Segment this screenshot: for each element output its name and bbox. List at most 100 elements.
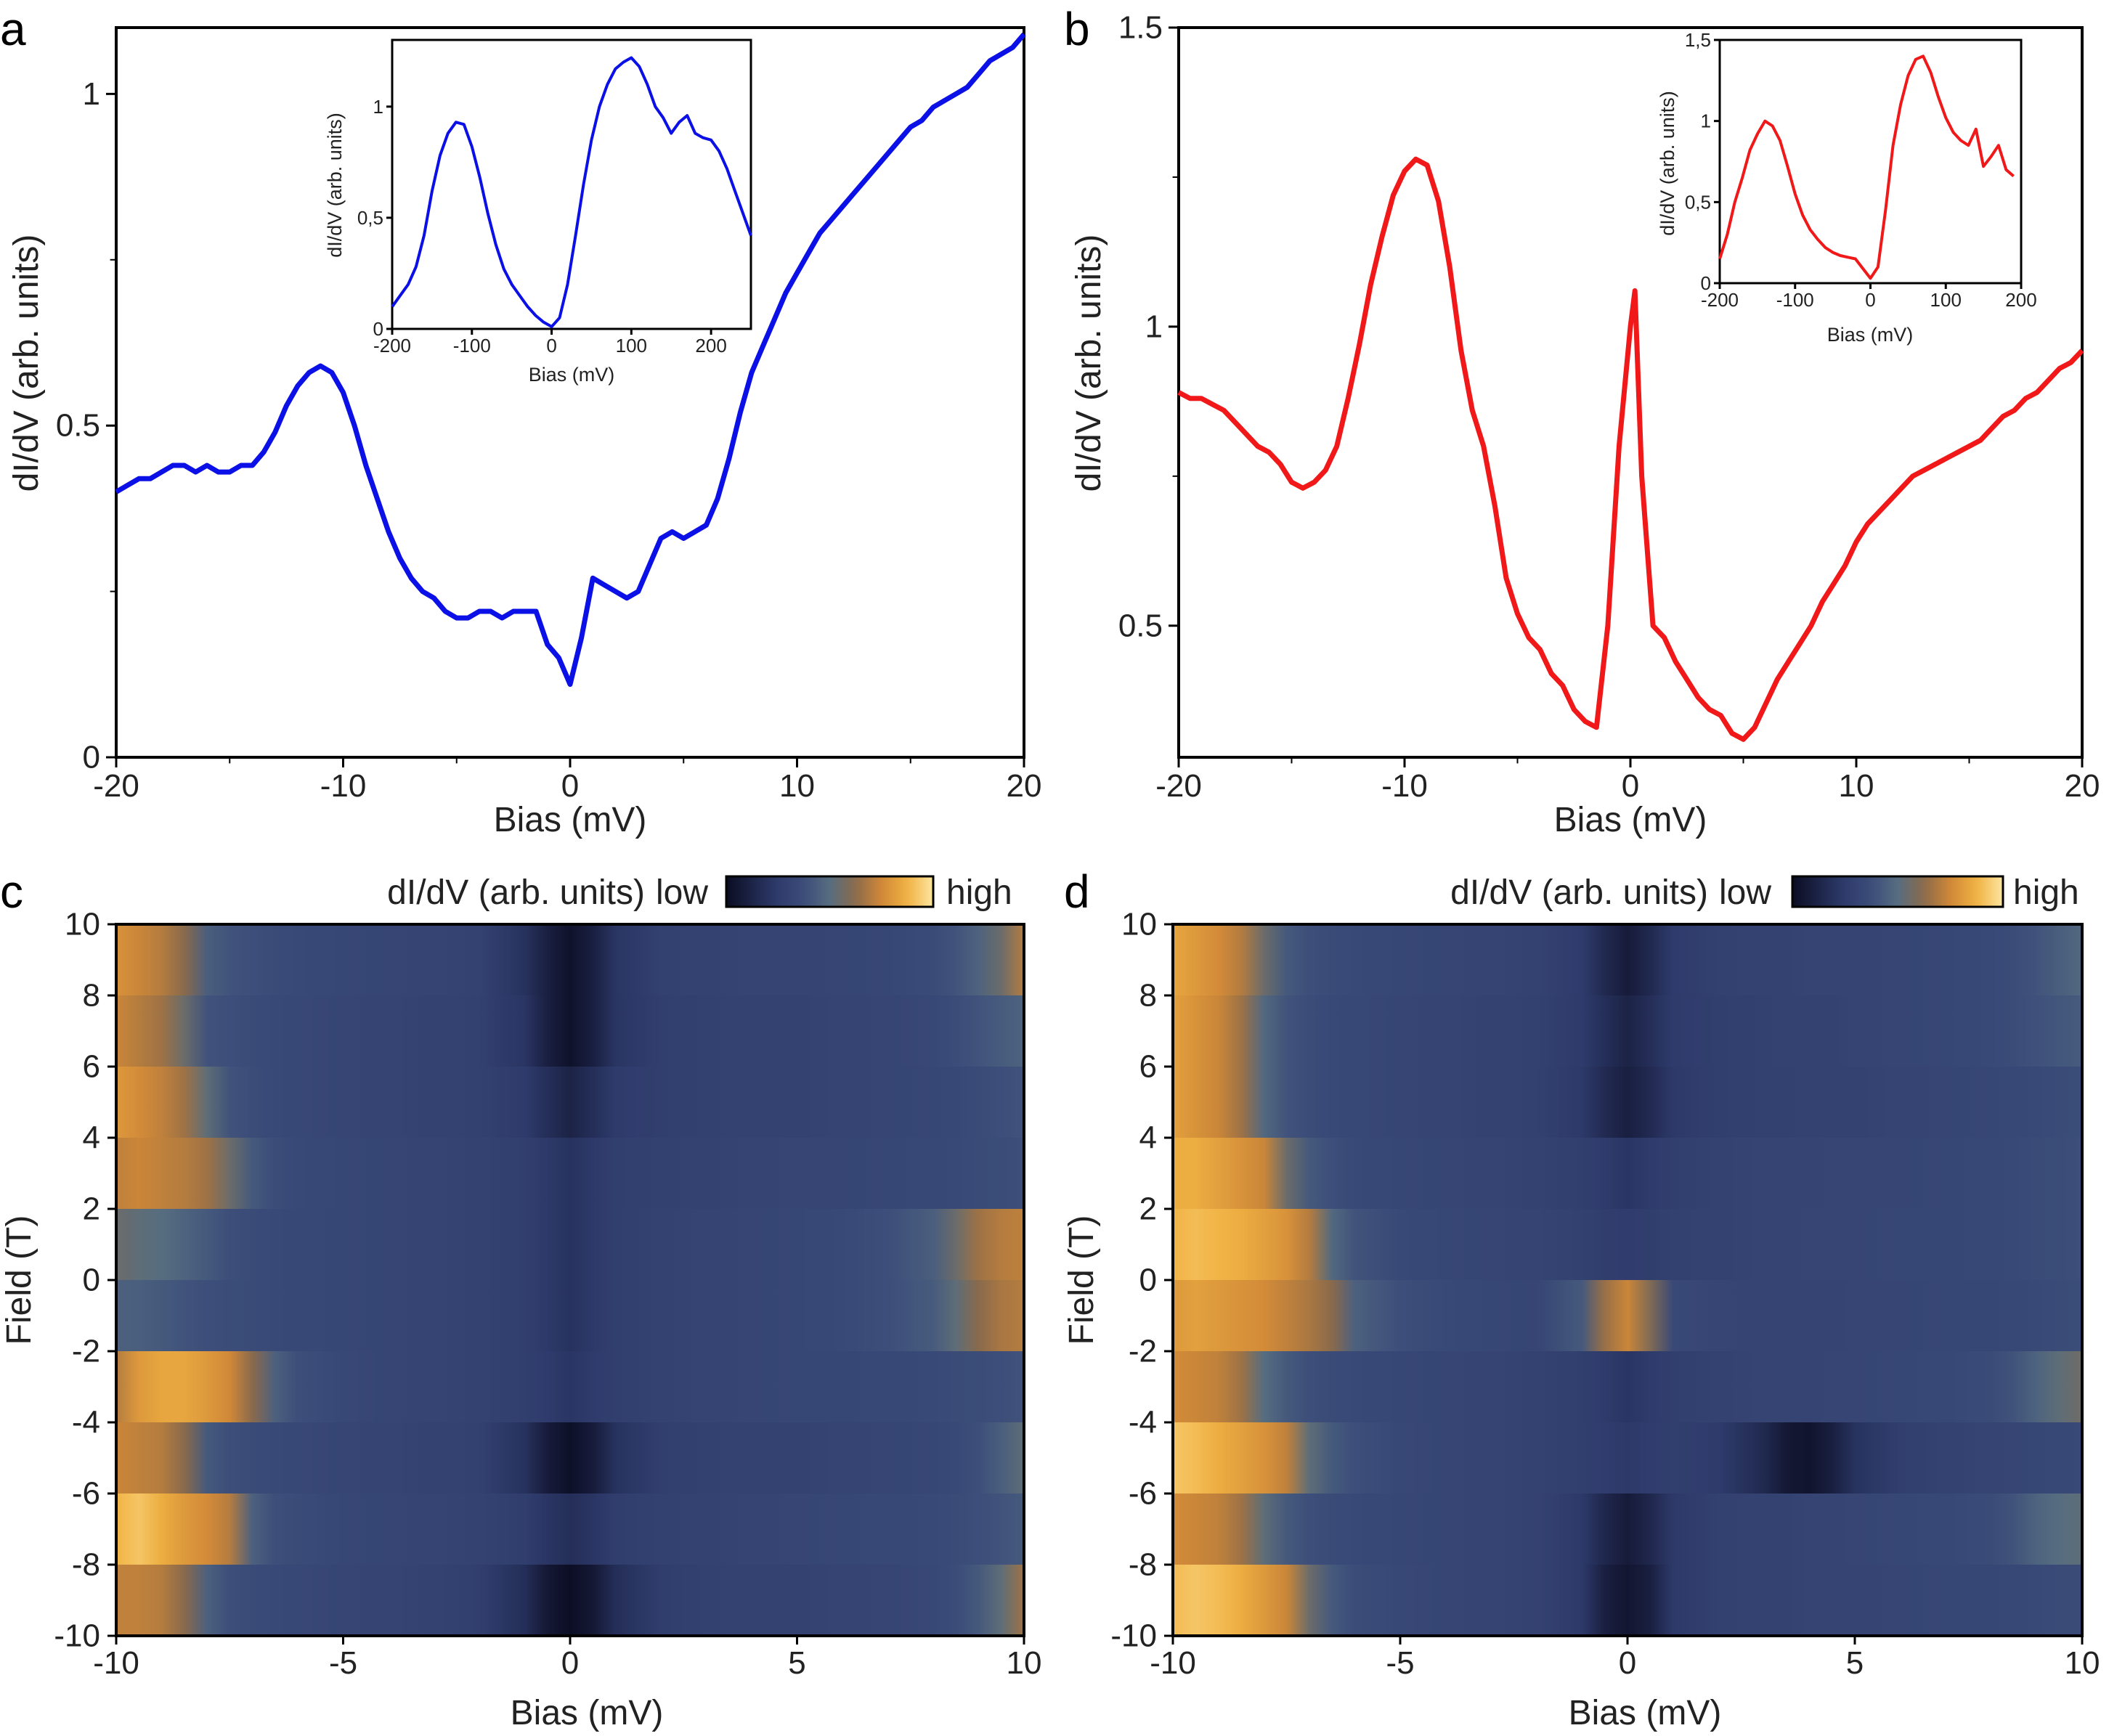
panel-a-y-ticks: 00.51 [56,76,116,775]
panel-c-y-tick-label: -2 [72,1334,100,1369]
panel-d-y-label: Field (T) [1062,1215,1101,1345]
panel-a-inset-y-tick-label: 0,5 [357,207,383,229]
panel-b-inset-y-tick-label: 0,5 [1685,191,1711,213]
panel-c-colorbar [725,875,935,908]
panel-c-x-tick-label: 0 [561,1645,579,1681]
panel-b-y-label: dI/dV (arb. units) [1070,235,1108,492]
panel-a-x-ticks: -20 -10 0 10 20 [93,757,1041,804]
panel-d-field-row [1173,995,2082,1067]
panel-d-field-row [1173,1209,2082,1281]
panel-a-inset-x-tick-label: 200 [695,335,726,356]
panel-c-x-ticks: -10 -5 0 5 10 [93,1636,1041,1681]
panel-a-letter: a [0,3,26,55]
panel-b-inset-x-label: Bias (mV) [1827,324,1914,346]
panel-a-y-tick-label: 0 [83,740,100,775]
panel-c-field-row [116,1493,1024,1565]
panel-b-y-tick-label: 0.5 [1118,608,1163,643]
panel-d-y-ticks: -10 -8 -6 -4 -2 0 2 4 6 8 10 [1110,907,1173,1654]
panel-d-y-tick-label: 10 [1121,907,1157,942]
panel-c-y-tick-label: 6 [83,1049,100,1085]
panel-d-letter: d [1064,865,1090,918]
panel-d-heatmap: -10 -5 0 5 10 -10 -8 -6 -4 -2 0 2 4 6 8 10 Bias (mV) F… [1062,873,2100,1732]
panel-b-x-label: Bias (mV) [1554,801,1707,839]
panel-b-inset-x-tick-label: 200 [2005,289,2036,311]
panel-b-line-chart: -20 -10 0 10 20 0.511.5 Bias (mV) dI/dV (arb… [1070,10,2100,840]
panel-b-x-tick-label: 20 [2065,768,2100,804]
panel-d-x-label: Bias (mV) [1569,1694,1722,1732]
panel-c-heatmap: -10 -5 0 5 10 -10 -8 -6 -4 -2 0 2 4 6 8 10 Bias (mV) F… [0,873,1041,1732]
panel-a-y-tick-label: 1 [83,76,100,112]
panel-b-x-tick-label: -10 [1381,768,1428,804]
panel-c-y-tick-label: 10 [65,907,100,942]
panel-d-y-tick-label: -8 [1129,1547,1157,1583]
panel-a-line-chart: -20 -10 0 10 20 00.51 Bias (mV) dI/dV (arb. … [7,26,1041,839]
panel-d-colorbar-low: low [1719,873,1771,912]
panel-a-x-label: Bias (mV) [494,801,647,839]
panel-a-x-tick-label: -20 [93,768,139,804]
panel-c-field-row [116,1280,1024,1352]
panel-c-x-tick-label: -10 [93,1645,139,1681]
panel-c-letter: c [0,865,23,918]
panel-c-field-row [116,1422,1024,1494]
panel-d-x-tick-label: 10 [2065,1645,2100,1681]
panel-a-x-tick-label: -10 [320,768,367,804]
panel-b-inset-series-line [1718,54,2015,280]
panel-b-y-tick-label: 1 [1145,309,1163,344]
panel-a-inset-x-label: Bias (mV) [529,364,615,386]
panel-a-series-line [115,32,1026,687]
panel-d-field-row [1173,1493,2082,1565]
panel-d-field-row [1173,1565,2082,1637]
panel-a-inset-y-tick-label: 0 [373,318,383,340]
panel-d-heatmap-rows [1173,924,2082,1637]
panel-b-y-ticks: 0.5 1 1.5 [1118,10,1179,643]
panel-d-field-row [1173,924,2082,996]
panel-d-y-tick-label: 2 [1139,1191,1157,1227]
panel-b-inset: -200 -100 0 100 200 0 0,5 1 1,5 Bias (mV) dI/dV… [1657,29,2037,346]
panel-d-x-tick-label: 5 [1846,1645,1864,1681]
panel-d-field-row [1173,1138,2082,1210]
panel-a-inset-x-tick-label: -200 [373,335,411,356]
panel-b-inset-y-ticks: 0 0,5 1 1,5 [1685,29,1720,294]
panel-a-inset: -200 -100 0 100 200 00,51 Bias (mV) dI/dV (a… [324,38,752,386]
panel-b-x-tick-label: 10 [1839,768,1874,804]
panel-c-y-tick-label: 0 [83,1263,100,1298]
panel-b-inset-frame [1718,38,2023,285]
panel-c-y-label: Field (T) [0,1215,38,1345]
panel-c-x-tick-label: 5 [788,1645,805,1681]
panel-d-y-tick-label: 6 [1139,1049,1157,1085]
panel-a-x-tick-label: 10 [779,768,815,804]
panel-c-y-tick-label: -4 [72,1405,100,1440]
panel-d-y-tick-label: 4 [1139,1120,1157,1156]
panel-d-y-tick-label: -4 [1129,1405,1157,1440]
panel-b-inset-y-tick-label: 1,5 [1685,29,1711,51]
panel-c-colorbar-label: dI/dV (arb. units) [387,873,645,912]
panel-d-x-tick-label: -5 [1386,1645,1414,1681]
panel-c-colorbar-low: low [656,873,708,912]
panel-a-x-tick-label: 20 [1007,768,1042,804]
panel-c-y-tick-label: -10 [54,1618,100,1654]
panel-d-y-tick-label: 0 [1139,1263,1157,1298]
panel-d-x-tick-label: -10 [1150,1645,1196,1681]
panel-a-inset-x-tick-label: 100 [616,335,647,356]
panel-c-field-row [116,1209,1024,1281]
panel-a-inset-frame [391,38,752,330]
panel-c-field-row [116,1351,1024,1423]
panel-b-x-tick-label: -20 [1155,768,1202,804]
panel-b-inset-x-tick-label: -200 [1701,289,1739,311]
panel-a-inset-x-tick-label: 0 [546,335,556,356]
panel-c-field-row [116,1565,1024,1637]
panel-d-colorbar-high: high [2013,873,2079,912]
panel-d-y-tick-label: 8 [1139,978,1157,1014]
panel-c-x-tick-label: 10 [1007,1645,1042,1681]
panel-a-y-label: dI/dV (arb. units) [7,235,46,492]
panel-d-x-tick-label: 0 [1619,1645,1636,1681]
panel-c-x-label: Bias (mV) [511,1694,664,1732]
panel-c-y-tick-label: -6 [72,1476,100,1512]
panel-c-y-ticks: -10 -8 -6 -4 -2 0 2 4 6 8 10 [54,907,116,1654]
panel-c-field-row [116,1138,1024,1210]
panel-c-y-tick-label: 4 [83,1120,100,1156]
panel-b-inset-x-tick-label: 100 [1930,289,1962,311]
panel-a-inset-x-ticks: -200 -100 0 100 200 [373,329,727,356]
panel-c-field-row [116,995,1024,1067]
